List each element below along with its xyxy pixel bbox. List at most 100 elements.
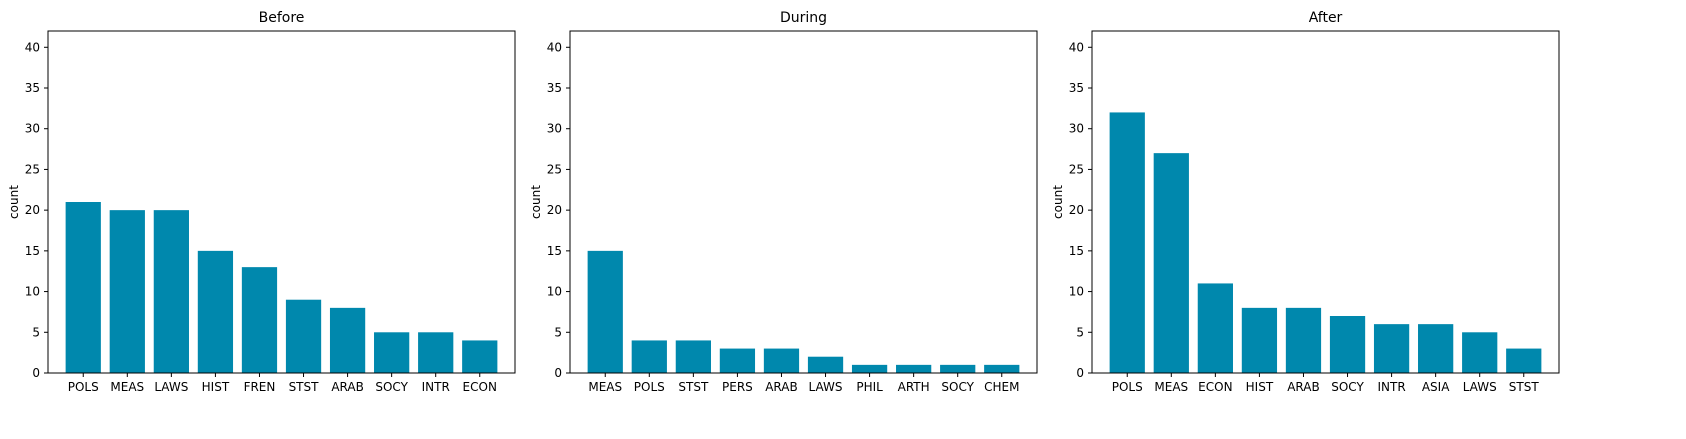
chart-panel-3: POLS MEAS ECON HIST ARAB SOCY INTR ASIA LAWS STST… [1051,10,1560,394]
chart-title: During [780,10,827,26]
x-tick-label: POLS [1112,380,1143,394]
bar-meas [109,210,145,373]
y-tick-label: 20 [1069,203,1084,217]
y-tick-label: 25 [1069,162,1084,176]
y-tick-label: 40 [25,40,40,54]
bar-pers [719,348,756,373]
x-tick-label: HIST [202,380,230,394]
x-tick-label: POLS [634,380,665,394]
y-tick-label: 20 [25,203,40,217]
x-tick-label: MEAS [1154,380,1188,394]
bar-socy [374,332,410,373]
bar-intr [1373,324,1410,373]
bar-pols [65,202,101,373]
x-tick-label: ARAB [331,380,364,394]
y-tick-label: 30 [1069,122,1084,136]
plot-frame [569,30,1038,374]
y-tick-label: 0 [554,366,562,380]
y-axis-label: count [1051,185,1065,219]
bar-arth [896,364,932,373]
y-tick-label: 10 [547,285,562,299]
x-tick-label: PERS [722,380,753,394]
chart-panel-2: MEAS POLS STST PERS ARAB LAWS PHIL ARTH SOCY CHEM… [529,10,1038,394]
x-tick-label: SOCY [375,380,408,394]
plot-frame [1091,30,1560,374]
y-axis-label: count [529,185,543,219]
x-tick-label: INTR [1377,380,1405,394]
bar-meas [1153,153,1189,373]
bar-socy [940,364,976,373]
x-tick-label: SOCY [1331,380,1364,394]
bar-chem [984,364,1020,373]
y-tick-label: 35 [547,81,562,95]
chart-title: After [1309,10,1343,26]
bar-stst [1506,348,1542,373]
y-tick-label: 40 [1069,40,1084,54]
x-tick-label: MEAS [110,380,144,394]
bar-arab [329,307,366,373]
bar-laws [153,210,189,373]
bar-phil [851,364,888,373]
bar-pols [631,340,667,373]
x-tick-label: ARAB [1287,380,1320,394]
x-tick-label: ARAB [765,380,798,394]
chart-title: Before [259,10,305,26]
bar-stst [675,340,711,373]
bar-meas [587,250,623,373]
y-tick-label: 10 [1069,285,1084,299]
bar-stst [285,299,322,373]
bar-laws [807,356,844,373]
x-tick-label: MEAS [588,380,622,394]
y-tick-label: 10 [25,285,40,299]
y-tick-label: 25 [25,162,40,176]
y-tick-label: 5 [554,325,562,339]
bar-intr [418,332,454,373]
bar-econ [462,340,498,373]
x-tick-label: ARTH [898,380,930,394]
y-tick-label: 5 [32,325,40,339]
x-tick-label: LAWS [1463,380,1497,394]
x-tick-label: ECON [1198,380,1232,394]
x-tick-label: PHIL [856,380,883,394]
y-tick-label: 20 [547,203,562,217]
y-tick-label: 0 [32,366,40,380]
chart-panel-1: POLS MEAS LAWS HIST FREN STST ARAB SOCY INTR ECON… [7,10,516,394]
x-tick-label: STST [678,380,709,394]
bar-pols [1109,112,1145,374]
bar-econ [1197,283,1233,373]
bar-asia [1418,324,1454,373]
plot-frame [47,30,516,374]
y-tick-label: 30 [25,122,40,136]
x-tick-label: INTR [422,380,450,394]
y-tick-label: 15 [547,244,562,258]
y-tick-label: 25 [547,162,562,176]
x-tick-label: STST [1509,380,1540,394]
y-tick-label: 0 [1076,366,1084,380]
x-tick-label: ECON [463,380,497,394]
y-tick-label: 35 [1069,81,1084,95]
x-tick-label: POLS [68,380,99,394]
y-tick-label: 35 [25,81,40,95]
bar-fren [241,267,278,373]
x-tick-label: FREN [244,380,276,394]
x-tick-label: HIST [1246,380,1274,394]
x-tick-label: CHEM [984,380,1019,394]
x-tick-label: SOCY [941,380,974,394]
bar-arab [763,348,800,373]
x-tick-label: STST [289,380,320,394]
bar-hist [197,250,234,373]
y-tick-label: 15 [25,244,40,258]
y-tick-label: 5 [1076,325,1084,339]
bar-arab [1285,307,1322,373]
y-axis-label: count [7,185,21,219]
bar-socy [1329,316,1366,373]
x-tick-label: LAWS [154,380,188,394]
y-tick-label: 30 [547,122,562,136]
bar-hist [1241,307,1278,373]
y-tick-label: 40 [547,40,562,54]
bar-laws [1462,332,1498,373]
x-tick-label: ASIA [1422,380,1450,394]
y-tick-label: 15 [1069,244,1084,258]
